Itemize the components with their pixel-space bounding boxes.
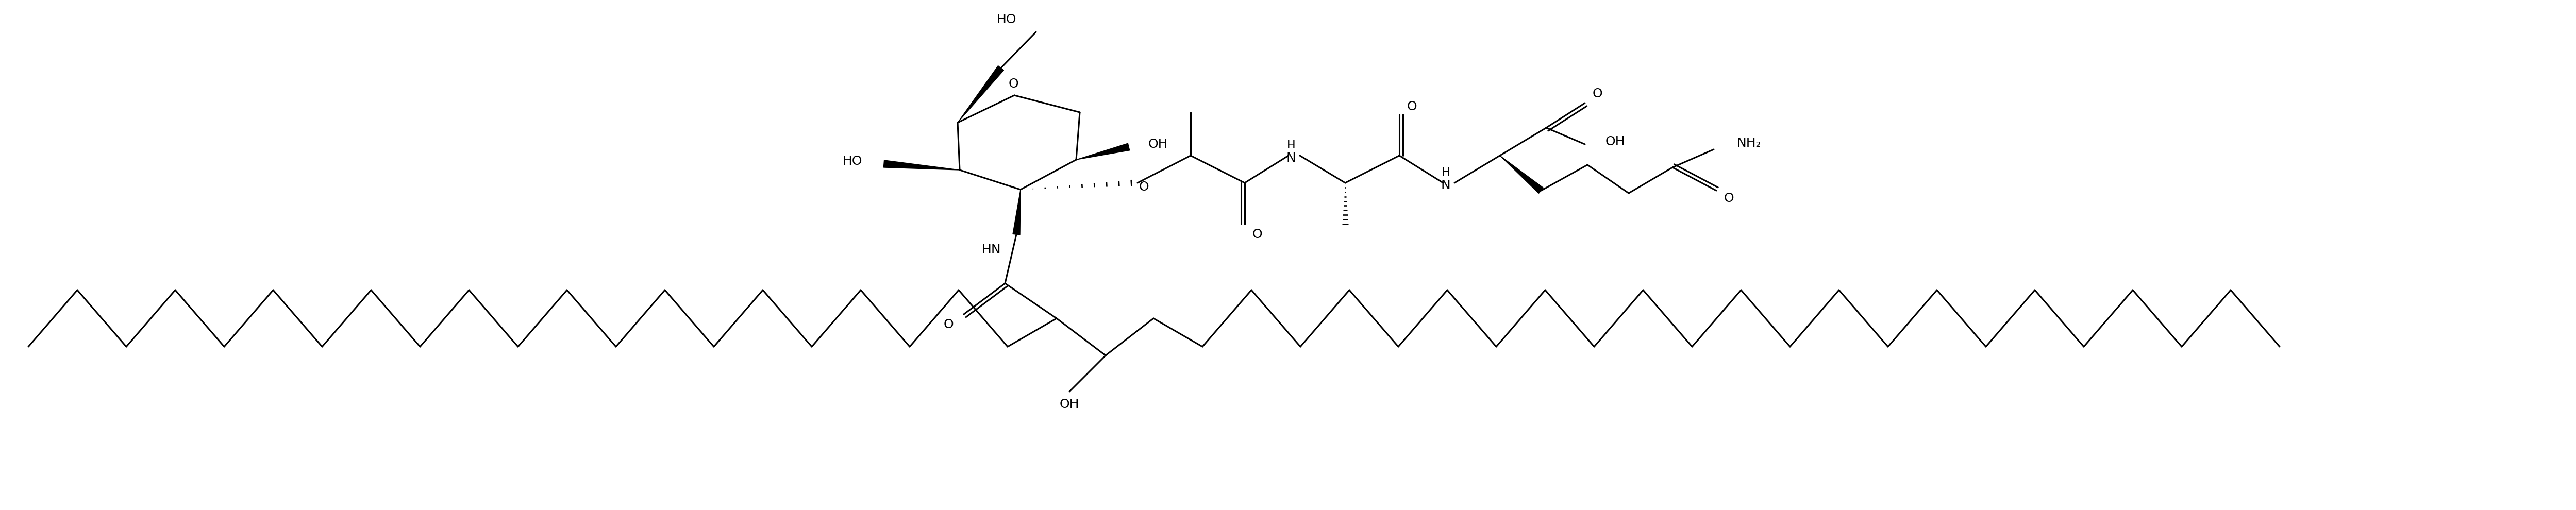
Text: O: O bbox=[1007, 78, 1018, 90]
Text: O: O bbox=[1406, 100, 1417, 113]
Text: N: N bbox=[1285, 152, 1296, 164]
Text: O: O bbox=[1723, 192, 1734, 205]
Text: HO: HO bbox=[842, 155, 863, 167]
Polygon shape bbox=[958, 66, 1005, 122]
Polygon shape bbox=[1499, 156, 1543, 193]
Text: O: O bbox=[1252, 228, 1262, 241]
Text: N: N bbox=[1440, 180, 1450, 192]
Text: O: O bbox=[943, 318, 953, 330]
Text: OH: OH bbox=[1059, 398, 1079, 411]
Text: HN: HN bbox=[981, 244, 1002, 256]
Text: OH: OH bbox=[1605, 136, 1625, 148]
Polygon shape bbox=[1077, 143, 1131, 160]
Text: H: H bbox=[1443, 167, 1450, 177]
Text: NH₂: NH₂ bbox=[1736, 137, 1762, 149]
Text: O: O bbox=[1592, 88, 1602, 100]
Text: HO: HO bbox=[997, 13, 1018, 26]
Text: O: O bbox=[1139, 181, 1149, 193]
Text: H: H bbox=[1288, 140, 1296, 150]
Polygon shape bbox=[1012, 190, 1020, 235]
Polygon shape bbox=[884, 160, 961, 170]
Text: OH: OH bbox=[1149, 138, 1167, 150]
